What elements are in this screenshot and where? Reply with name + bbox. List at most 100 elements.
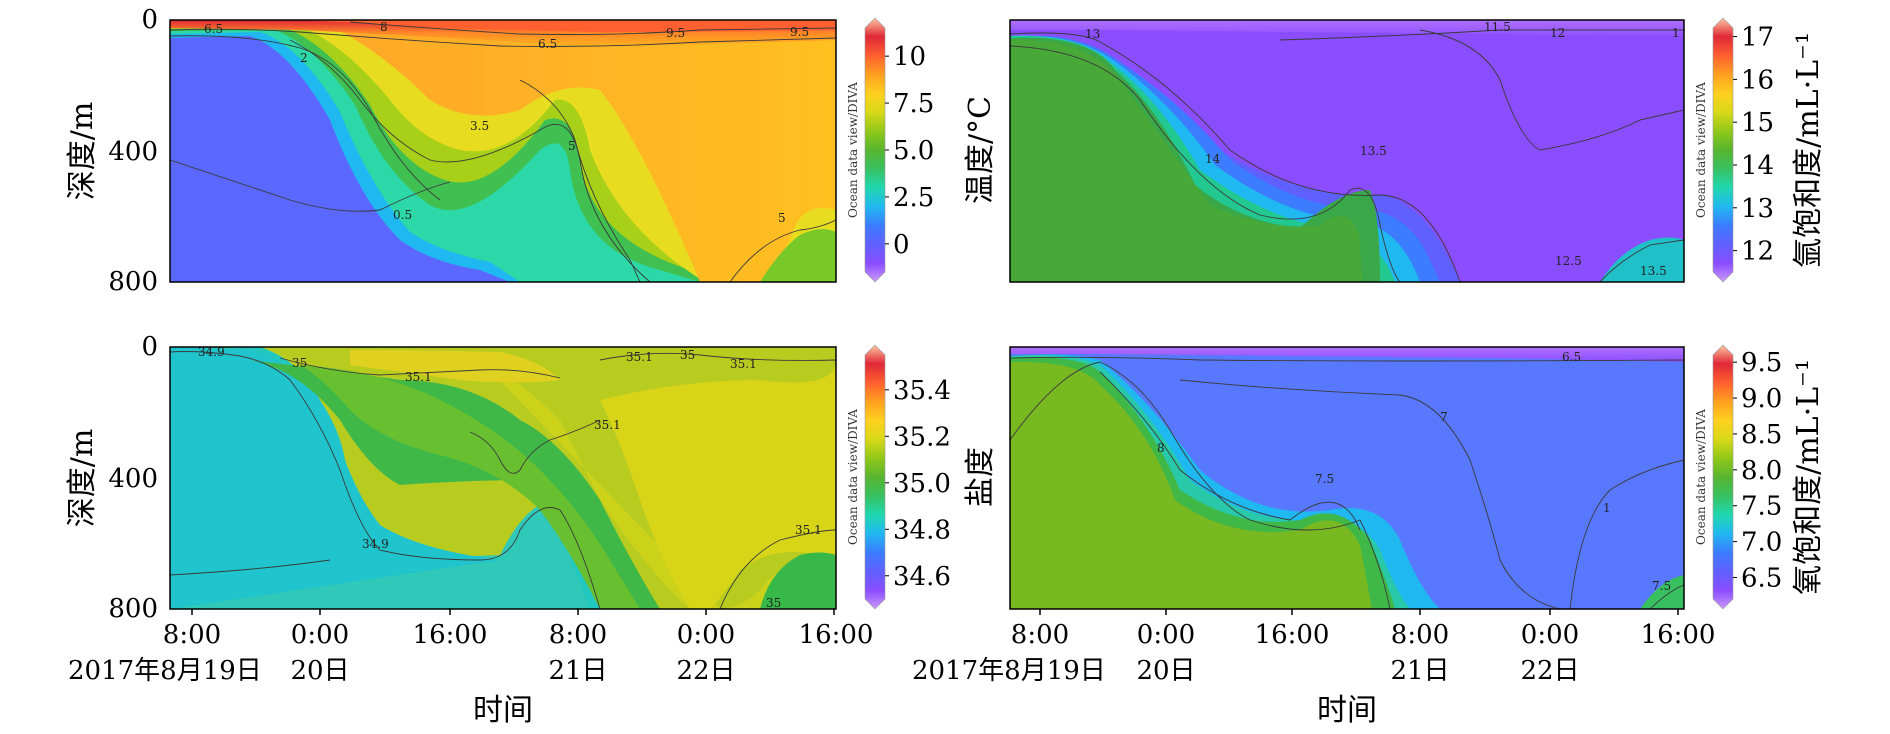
contour-label: 8 bbox=[1157, 441, 1165, 455]
date-label: 2017年8月19日 bbox=[912, 656, 1106, 686]
panel-argon: 13 11.5 12 1 14 13.5 12.5 13.5 bbox=[1009, 19, 1685, 283]
colorbar-tick-label: 15 bbox=[1741, 108, 1774, 138]
contour-label: 7 bbox=[1440, 410, 1448, 424]
oxygen-field: 6.5 7 8 7.5 1 7.5 bbox=[1010, 347, 1684, 609]
colorbar-tick-label: 34.6 bbox=[893, 562, 951, 592]
contour-label: 13.5 bbox=[1640, 264, 1667, 278]
watermark-text: Ocean data view/DIVA bbox=[846, 82, 860, 218]
colorbar-tick-label: 7.5 bbox=[893, 89, 934, 119]
contour-label: 0.5 bbox=[393, 208, 412, 222]
y-tick-label: 800 bbox=[108, 267, 158, 297]
colorbar-title: 盐度 bbox=[963, 447, 998, 507]
contour-label: 6.5 bbox=[204, 22, 223, 36]
contour-label: 11.5 bbox=[1484, 20, 1511, 34]
argon-frame bbox=[1009, 19, 1685, 283]
date-label: 22日 bbox=[676, 656, 735, 686]
x-tick-label: 16:00 bbox=[413, 620, 488, 650]
colorbars: 107.55.02.5017161514131235.435.235.034.8… bbox=[864, 17, 1782, 610]
x-tick-label: 0:00 bbox=[291, 620, 349, 650]
colorbar-tick-label: 2.5 bbox=[893, 183, 934, 213]
colorbar-tick-label: 16 bbox=[1741, 65, 1774, 95]
watermarks: Ocean data view/DIVA Ocean data view/DIV… bbox=[846, 82, 1708, 545]
x-tick-label: 0:00 bbox=[1521, 620, 1579, 650]
y-tick-label: 400 bbox=[108, 137, 158, 167]
contour-label: 35.1 bbox=[594, 418, 621, 432]
contour-label: 35 bbox=[766, 596, 781, 610]
contour-label: 12 bbox=[1550, 26, 1565, 40]
contour-label: 34.9 bbox=[198, 345, 225, 359]
colorbar-title: 温度/°C bbox=[963, 96, 998, 204]
colorbar-tick-label: 35.2 bbox=[893, 422, 951, 452]
contour-label: 13 bbox=[1085, 27, 1100, 41]
tick-marks bbox=[191, 609, 1679, 615]
date-label: 20日 bbox=[1136, 656, 1195, 686]
x-axes: 8:00 0:00 16:00 8:00 0:00 16:00 2017年8月1… bbox=[68, 620, 1715, 728]
colorbar-tick-label: 8.5 bbox=[1741, 420, 1782, 450]
x-tick-label: 8:00 bbox=[163, 620, 221, 650]
salinity-contours bbox=[170, 351, 836, 609]
colorbar-tick-label: 9.5 bbox=[1741, 348, 1782, 378]
colorbar-tick-label: 13 bbox=[1741, 194, 1774, 224]
date-label: 21日 bbox=[1390, 656, 1449, 686]
colorbar-temperature: 10 7.5 5.0 2.5 0 bbox=[864, 17, 934, 283]
x-tick-label: 8:00 bbox=[549, 620, 607, 650]
watermark-text: Ocean data view/DIVA bbox=[1694, 409, 1708, 545]
colorbar-argon_saturation: 17 16 15 14 13 12 bbox=[1712, 17, 1774, 283]
x-tick-label: 16:00 bbox=[1641, 620, 1716, 650]
contour-label: 2 bbox=[300, 51, 308, 65]
contour-label: 1 bbox=[1603, 501, 1611, 515]
contour-label: 5 bbox=[568, 139, 576, 153]
argon-contours bbox=[1010, 29, 1684, 282]
watermark-text: Ocean data view/DIVA bbox=[1694, 82, 1708, 218]
salinity-field: 34.9 35 35.1 35.1 35 35.1 35.1 35.1 34.9… bbox=[170, 345, 836, 610]
colorbar-ramp bbox=[864, 344, 886, 610]
contour-label: 7.5 bbox=[1652, 579, 1671, 593]
y-axis-title: 深度/m bbox=[65, 429, 100, 528]
y-tick-label: 800 bbox=[108, 594, 158, 624]
colorbar-tick-label: 0 bbox=[893, 230, 910, 260]
date-label: 20日 bbox=[290, 656, 349, 686]
colorbar-tick-label: 9.0 bbox=[1741, 384, 1782, 414]
y-axis-title: 深度/m bbox=[65, 102, 100, 201]
contour-label: 35.1 bbox=[405, 370, 432, 384]
argon-contour-labels: 13 11.5 12 1 14 13.5 12.5 13.5 bbox=[1085, 20, 1680, 278]
salinity-frame bbox=[169, 346, 837, 610]
salinity-contour-labels: 34.9 35 35.1 35.1 35 35.1 35.1 35.1 34.9… bbox=[198, 345, 822, 610]
colorbar-tick-label: 6.5 bbox=[1741, 563, 1782, 593]
argon-field: 13 11.5 12 1 14 13.5 12.5 13.5 bbox=[1010, 20, 1684, 282]
contour-label: 35.1 bbox=[626, 350, 653, 364]
contour-label: 1 bbox=[1672, 26, 1680, 40]
contour-label: 35.1 bbox=[795, 523, 822, 537]
colorbar-tick-label: 7.5 bbox=[1741, 492, 1782, 522]
colorbar-tick-label: 14 bbox=[1741, 151, 1774, 181]
contour-label: 34.9 bbox=[362, 537, 389, 551]
colorbar-ramp bbox=[1712, 17, 1734, 283]
panel-salinity: 34.9 35 35.1 35.1 35 35.1 35.1 35.1 34.9… bbox=[169, 345, 837, 610]
x-tick-label: 16:00 bbox=[1255, 620, 1330, 650]
contour-label: 35.1 bbox=[730, 357, 757, 371]
x-axis-title: 时间 bbox=[473, 693, 533, 728]
contour-label: 35 bbox=[680, 348, 695, 362]
y-tick-label: 0 bbox=[141, 5, 158, 35]
contour-label: 3.5 bbox=[470, 119, 489, 133]
contour-label: 6.5 bbox=[1562, 350, 1581, 364]
contour-label: 12.5 bbox=[1555, 254, 1582, 268]
date-label: 22日 bbox=[1520, 656, 1579, 686]
x-axis-title: 时间 bbox=[1317, 693, 1377, 728]
colorbar-title: 氩饱和度/mL·L⁻¹ bbox=[1791, 32, 1826, 268]
contour-label: 7.5 bbox=[1315, 472, 1334, 486]
x-tick-label: 8:00 bbox=[1011, 620, 1069, 650]
colorbar-oxygen_saturation: 9.5 9.0 8.5 8.0 7.5 7.0 6.5 bbox=[1712, 344, 1782, 610]
contour-label: 13.5 bbox=[1360, 144, 1387, 158]
colorbar-titles: 温度/°C 氩饱和度/mL·L⁻¹ 盐度 氧饱和度/mL·L⁻¹ bbox=[963, 32, 1826, 595]
colorbar-tick-label: 12 bbox=[1741, 237, 1774, 267]
date-label: 2017年8月19日 bbox=[68, 656, 262, 686]
colorbar-tick-label: 7.0 bbox=[1741, 528, 1782, 558]
temperature-frame bbox=[169, 19, 837, 283]
colorbar-tick-label: 10 bbox=[893, 42, 926, 72]
oxygen-contour-labels: 6.5 7 8 7.5 1 7.5 bbox=[1157, 350, 1671, 593]
contour-label: 9.5 bbox=[790, 25, 809, 39]
temperature-field: 6.5 8 6.5 9.5 9.5 2 3.5 5 0.5 5 bbox=[170, 20, 836, 282]
